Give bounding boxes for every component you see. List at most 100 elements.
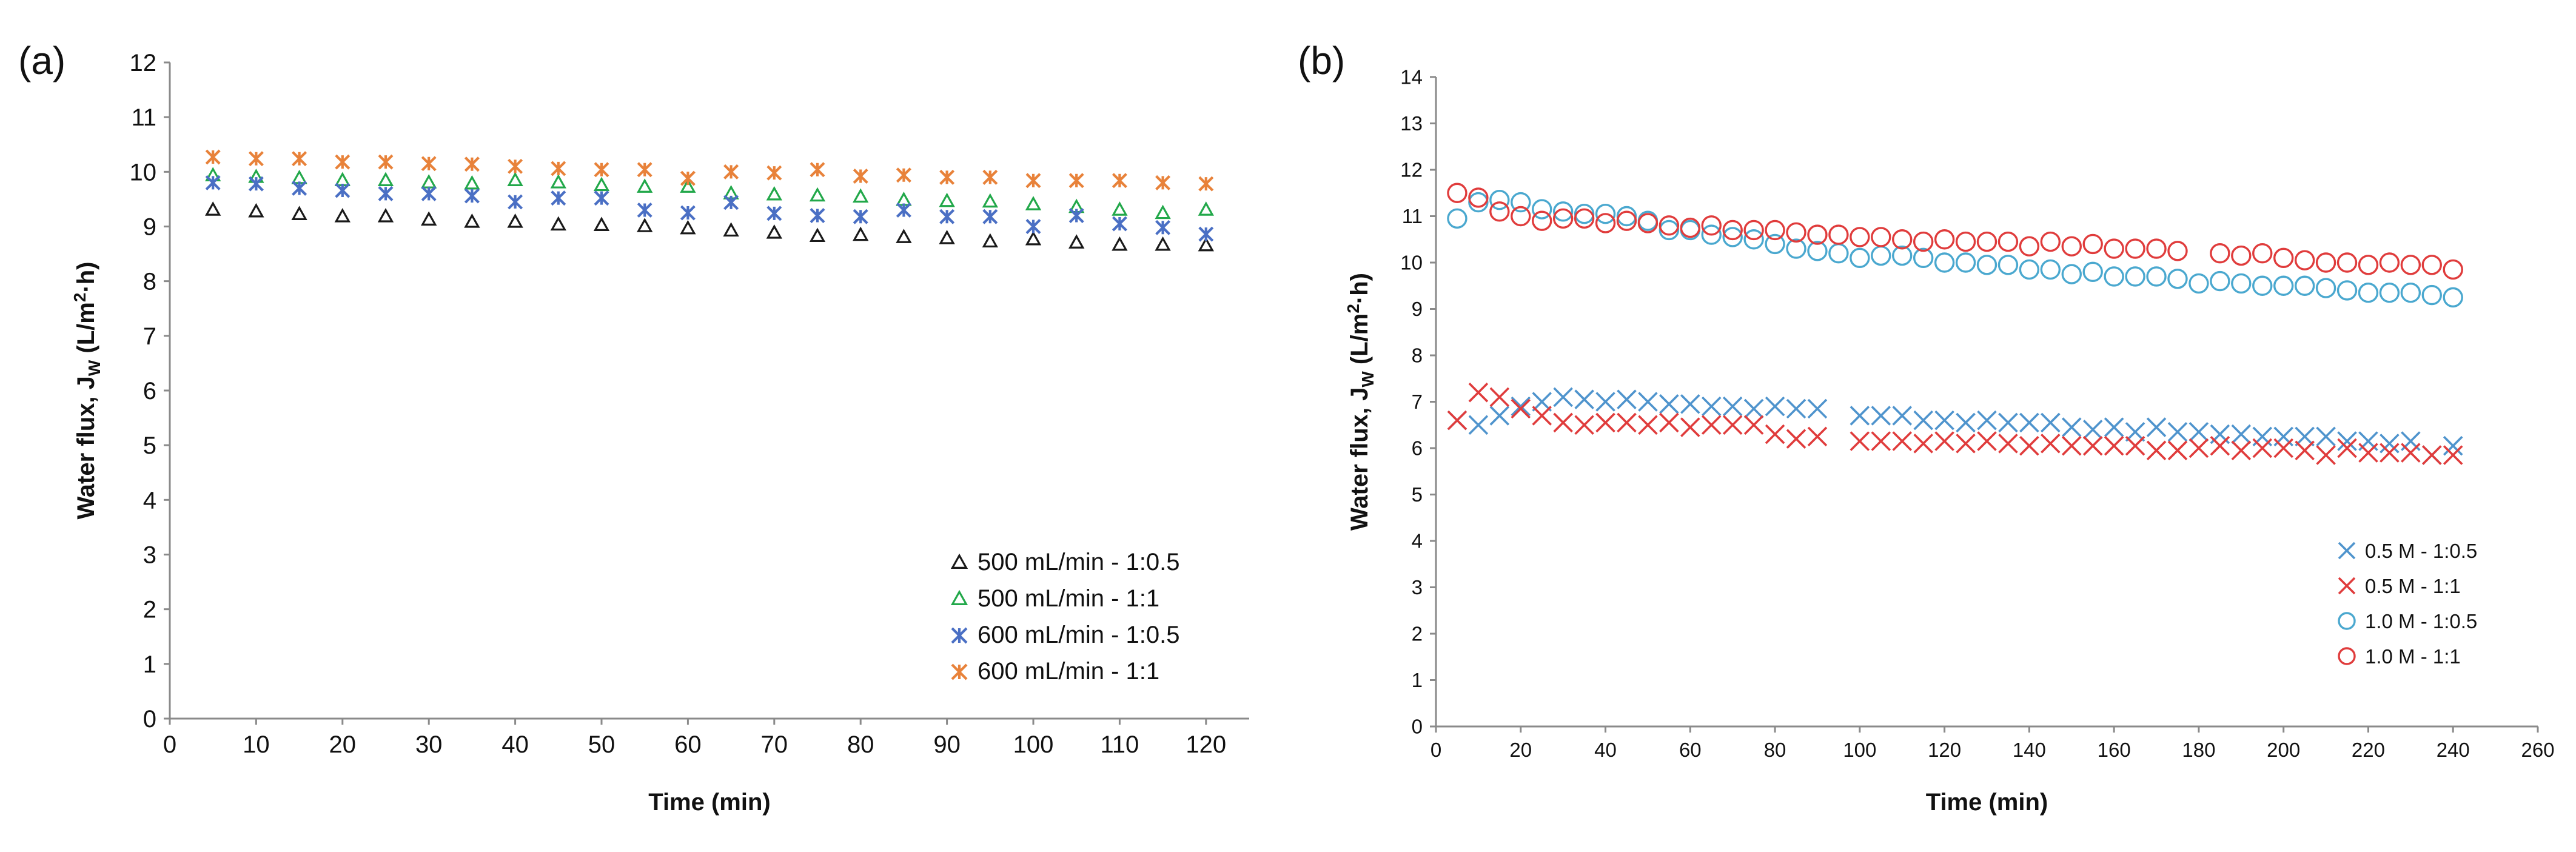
data-point <box>2167 241 2188 261</box>
data-point <box>2019 236 2040 257</box>
data-point <box>2210 270 2230 292</box>
data-point <box>1489 201 1510 222</box>
y-axis-title: Water flux, JW (L/m2·h) <box>70 262 104 520</box>
legend-label: 600 mL/min - 1:0.5 <box>978 622 1180 648</box>
data-point <box>421 211 437 226</box>
data-point <box>766 206 782 221</box>
legend-label: 1.0 M - 1:0.5 <box>2365 610 2477 632</box>
data-point <box>464 188 480 204</box>
series-1-0-m-1-1 <box>1447 183 2463 280</box>
data-point <box>2040 259 2061 280</box>
data-point <box>1955 231 1976 252</box>
data-point <box>1680 417 1700 437</box>
data-point <box>810 207 825 223</box>
y-tick-label: 14 <box>1400 66 1423 89</box>
data-point <box>1489 387 1510 408</box>
data-point <box>2189 273 2209 294</box>
data-point <box>1447 183 1467 203</box>
data-point <box>1997 231 2019 252</box>
data-point <box>853 226 869 241</box>
data-point <box>2167 440 2188 461</box>
data-point <box>1934 431 1954 451</box>
data-point <box>1722 220 1743 241</box>
data-point <box>2210 435 2230 456</box>
legend-label: 0.5 M - 1:1 <box>2365 575 2461 597</box>
data-point <box>1468 382 1489 403</box>
data-point <box>2082 233 2103 255</box>
data-point <box>1511 192 1531 213</box>
data-point <box>2146 417 2167 437</box>
data-point <box>1743 415 1764 435</box>
data-point <box>2315 252 2336 273</box>
data-point <box>1956 412 1976 433</box>
data-point <box>1155 204 1171 220</box>
data-point <box>1976 231 1997 252</box>
data-point <box>680 170 696 186</box>
data-point <box>1468 187 1489 208</box>
series-0-5-m-1-1 <box>1447 382 2463 465</box>
data-point <box>809 187 826 202</box>
data-point <box>1807 241 1828 261</box>
x-tick-label: 220 <box>2352 739 2385 761</box>
data-point <box>1934 410 1954 431</box>
data-point <box>723 222 739 237</box>
data-point <box>1198 236 1214 252</box>
data-point <box>378 154 394 170</box>
data-point <box>2082 261 2103 282</box>
data-point <box>1468 192 1489 213</box>
data-point <box>291 206 307 220</box>
series-1-0-m-1-0-5 <box>1447 190 2463 308</box>
data-point <box>723 164 739 179</box>
data-point <box>2040 231 2061 252</box>
data-point <box>1532 199 1552 220</box>
data-point <box>1595 412 1615 433</box>
data-point <box>1112 173 1127 189</box>
data-point <box>1025 196 1042 210</box>
data-point <box>464 175 480 190</box>
data-point <box>1025 173 1041 189</box>
data-point <box>2380 443 2400 463</box>
legend-label: 600 mL/min - 1:1 <box>978 658 1159 685</box>
data-point <box>248 203 264 218</box>
data-point <box>1786 222 1806 243</box>
legend-marker <box>951 627 968 644</box>
data-point <box>1786 398 1806 419</box>
data-point <box>896 202 911 218</box>
x-tick-label: 40 <box>1594 739 1617 761</box>
y-tick-label: 10 <box>1400 252 1423 274</box>
series-600-ml-min-1-0-5 <box>205 175 1214 242</box>
data-point <box>2167 421 2188 442</box>
data-point <box>551 190 566 206</box>
data-point <box>2443 445 2463 465</box>
data-point <box>2125 421 2145 442</box>
data-point <box>2041 434 2061 454</box>
data-point <box>1637 213 1659 233</box>
legend-marker <box>950 589 968 606</box>
data-point <box>1998 412 2018 433</box>
data-point <box>291 169 307 184</box>
y-tick-label: 2 <box>1412 623 1423 645</box>
data-point <box>1155 175 1171 190</box>
data-point <box>1659 215 1680 236</box>
legend-marker <box>950 553 968 569</box>
data-point <box>2336 252 2358 273</box>
y-tick-label: 12 <box>130 50 157 76</box>
data-point <box>2358 443 2378 463</box>
data-point <box>1850 227 1870 247</box>
y-tick-label: 7 <box>1412 391 1423 413</box>
x-axis-title: Time (min) <box>1926 789 2048 816</box>
data-point <box>896 191 912 206</box>
data-point <box>2358 283 2379 303</box>
panel-label: (a) <box>18 39 65 82</box>
x-tick-label: 120 <box>1186 731 1226 758</box>
data-point <box>1934 229 1955 250</box>
data-point <box>2443 435 2463 456</box>
data-point <box>939 192 955 207</box>
data-point <box>1743 229 1764 250</box>
data-point <box>2041 412 2061 433</box>
data-point <box>507 213 523 228</box>
data-point <box>853 209 868 224</box>
data-point <box>1998 434 2018 454</box>
data-point <box>335 154 351 170</box>
data-point <box>2337 438 2357 458</box>
